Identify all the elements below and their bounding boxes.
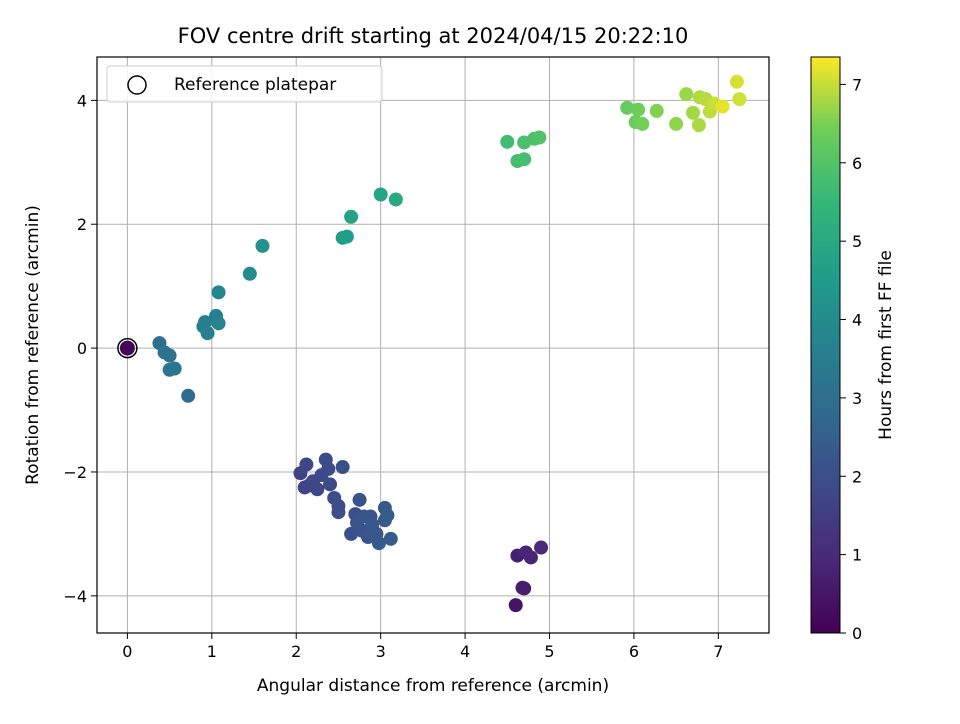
x-tick-label: 3 — [376, 642, 386, 661]
data-point — [732, 92, 747, 107]
y-axis-label: Rotation from reference (arcmin) — [23, 205, 43, 485]
data-point — [331, 499, 346, 514]
data-point — [299, 457, 314, 472]
legend: Reference platepar — [106, 65, 383, 103]
data-point — [620, 100, 635, 115]
x-axis-ticks: 0 1 2 3 4 5 6 7 — [122, 633, 723, 661]
data-point — [310, 482, 325, 497]
y-tick-label: −2 — [63, 463, 87, 482]
data-point — [508, 598, 523, 613]
x-tick-label: 4 — [460, 642, 470, 661]
y-tick-label: 0 — [77, 339, 87, 358]
x-axis-label: Angular distance from reference (arcmin) — [257, 676, 609, 696]
data-point — [373, 187, 388, 202]
data-point — [715, 99, 730, 114]
colorbar-tick-label: 6 — [852, 154, 862, 173]
data-point — [500, 134, 515, 149]
y-tick-label: −4 — [63, 587, 87, 606]
data-point — [321, 461, 336, 476]
colorbar: 0 1 2 3 4 5 6 7 Hours from first FF file — [810, 56, 896, 643]
grid-lines — [97, 57, 769, 633]
data-point — [635, 116, 650, 131]
y-tick-label: 2 — [77, 215, 87, 234]
x-tick-label: 6 — [629, 642, 639, 661]
data-point — [352, 492, 367, 507]
data-point — [517, 152, 532, 167]
data-points — [117, 74, 747, 613]
data-point — [669, 116, 684, 131]
data-point — [523, 550, 538, 565]
y-tick-label: 4 — [77, 91, 87, 110]
chart-title: FOV centre drift starting at 2024/04/15 … — [178, 24, 689, 48]
data-point — [198, 315, 213, 330]
data-point — [691, 118, 706, 133]
reference-platepar-marker — [117, 337, 138, 359]
data-point — [380, 508, 395, 523]
data-point — [532, 130, 547, 145]
data-point — [686, 105, 701, 120]
colorbar-ticks: 0 1 2 3 4 5 6 7 — [840, 75, 862, 643]
data-point — [200, 326, 215, 341]
colorbar-tick-label: 2 — [852, 467, 862, 486]
data-point — [335, 460, 350, 475]
reference-point-fill — [119, 340, 135, 356]
data-point — [649, 103, 664, 118]
legend-entry-label: Reference platepar — [174, 75, 336, 95]
colorbar-tick-label: 1 — [852, 546, 862, 565]
legend-box — [106, 65, 383, 103]
data-point — [323, 477, 338, 492]
data-point — [211, 285, 226, 300]
x-tick-label: 5 — [544, 642, 554, 661]
x-tick-label: 0 — [122, 642, 132, 661]
colorbar-tick-label: 3 — [852, 389, 862, 408]
data-point — [242, 266, 257, 281]
colorbar-gradient — [810, 56, 841, 634]
data-point — [534, 540, 549, 555]
plot-frame — [96, 56, 770, 634]
data-point — [371, 536, 386, 551]
data-point — [167, 361, 182, 376]
data-point — [339, 229, 354, 244]
data-point — [515, 580, 530, 595]
data-point — [729, 74, 744, 89]
data-point — [211, 316, 226, 331]
data-point — [388, 192, 403, 207]
x-tick-label: 2 — [291, 642, 301, 661]
data-point — [162, 348, 177, 363]
data-point — [679, 87, 694, 102]
data-point — [631, 102, 646, 117]
colorbar-tick-label: 7 — [852, 75, 862, 94]
data-point — [383, 531, 398, 546]
y-axis-ticks: −4 −2 0 2 4 — [63, 91, 97, 606]
data-point — [181, 388, 196, 403]
colorbar-tick-label: 5 — [852, 232, 862, 251]
data-point — [344, 209, 359, 224]
x-tick-label: 1 — [207, 642, 217, 661]
data-point — [344, 526, 359, 541]
data-point — [255, 238, 270, 253]
legend-marker-icon — [127, 75, 147, 95]
colorbar-tick-label: 4 — [852, 311, 862, 330]
colorbar-tick-label: 0 — [852, 624, 862, 643]
x-tick-label: 7 — [713, 642, 723, 661]
colorbar-label: Hours from first FF file — [876, 250, 896, 440]
